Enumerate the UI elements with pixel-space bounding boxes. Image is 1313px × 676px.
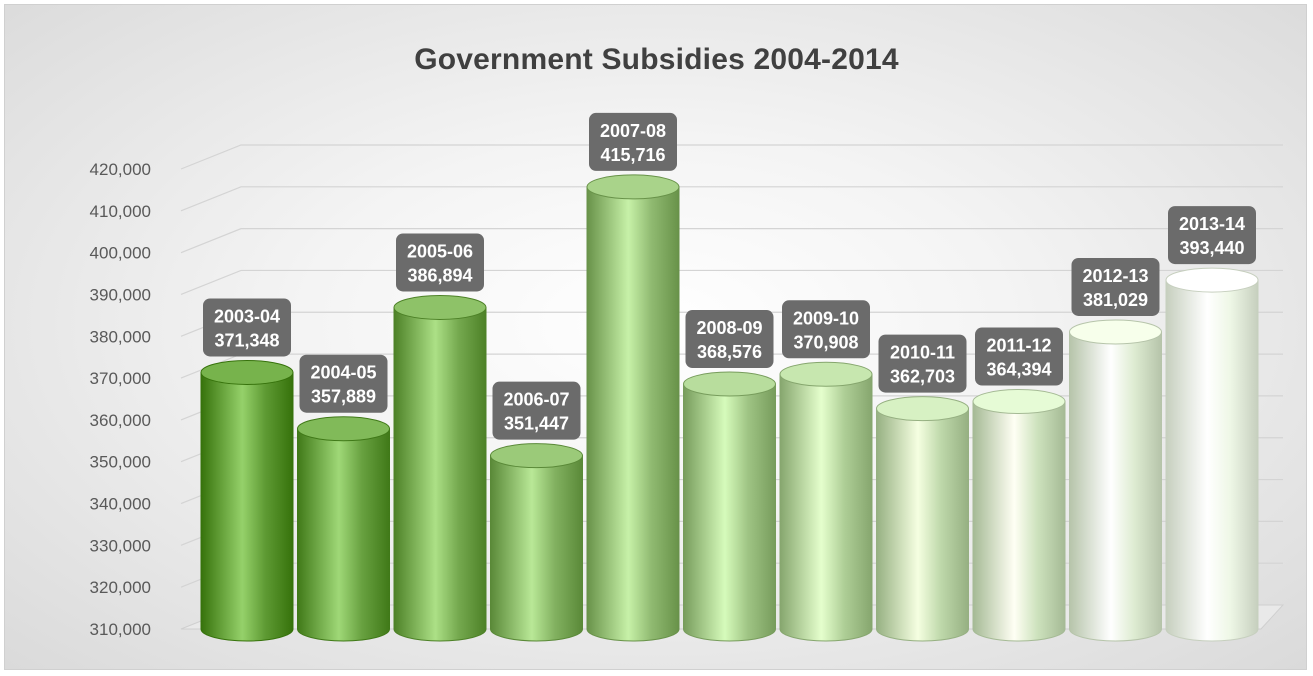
data-label-value: 386,894 (407, 265, 472, 285)
data-label: 2011-12 364,394 (975, 327, 1063, 386)
data-label: 2005-06 386,894 (396, 233, 484, 292)
bar (683, 371, 776, 642)
y-axis: 310,000 320,000 330,000 340,000 350,000 360,0… (90, 160, 151, 639)
data-label-category: 2010-11 (890, 343, 955, 363)
gridline (180, 228, 1283, 254)
y-tick-label: 340,000 (90, 495, 151, 514)
bar-body (683, 383, 776, 642)
data-label-value: 381,029 (1083, 290, 1148, 310)
data-label: 2003-04 371,348 (203, 298, 291, 357)
data-label-category: 2013-14 (1179, 214, 1245, 234)
data-label-category: 2007-08 (600, 121, 666, 141)
data-label-category: 2006-07 (503, 390, 569, 410)
data-label-value: 362,703 (890, 367, 955, 387)
bar (876, 396, 969, 642)
data-label-box (975, 327, 1063, 386)
bar (1069, 319, 1162, 642)
data-label-box (492, 381, 581, 440)
bar-body (1069, 331, 1162, 642)
data-label: 2008-09 368,576 (685, 310, 774, 369)
bar-top (586, 174, 680, 200)
bars (200, 174, 1259, 642)
bar-top (779, 361, 873, 387)
bar-body (200, 371, 294, 642)
data-label-box (878, 334, 967, 393)
data-label: 2013-14 393,440 (1168, 206, 1256, 265)
data-label-box (782, 300, 870, 359)
bar-top (683, 371, 776, 397)
bar (490, 443, 583, 642)
data-label-box (203, 298, 291, 357)
y-tick-label: 400,000 (90, 244, 151, 263)
bar-top (490, 443, 583, 469)
chart-title: Government Subsidies 2004-2014 (414, 43, 899, 76)
data-label-value: 370,908 (793, 332, 858, 352)
bar (779, 361, 873, 642)
data-label-category: 2011-12 (986, 336, 1051, 356)
data-label-box (589, 112, 677, 171)
data-label: 2006-07 351,447 (492, 381, 581, 440)
bar-body (876, 408, 969, 642)
data-label-value: 371,348 (214, 330, 279, 350)
bar-top (972, 389, 1066, 415)
data-label-category: 2004-05 (310, 363, 376, 383)
y-tick-label: 370,000 (90, 369, 151, 388)
data-label-box (1168, 206, 1256, 265)
bar (200, 359, 294, 642)
bar (297, 416, 390, 642)
bar (972, 389, 1066, 642)
gridline (180, 269, 1283, 296)
data-label-value: 368,576 (697, 342, 762, 362)
y-tick-label: 330,000 (90, 536, 151, 555)
bar-body (1165, 279, 1259, 642)
data-label-category: 2008-09 (696, 318, 762, 338)
chart-area: Government Subsidies 2004-2014 310,000 32… (4, 4, 1307, 670)
data-label-category: 2005-06 (407, 241, 473, 261)
chart-plot: 310,000 320,000 330,000 340,000 350,000 360,0… (90, 112, 1285, 642)
data-label-value: 351,447 (504, 414, 569, 434)
y-tick-label: 380,000 (90, 327, 151, 346)
bar-body (586, 186, 680, 642)
gridline (180, 144, 1283, 170)
bar (586, 174, 680, 642)
bar-body (393, 306, 487, 642)
data-label-value: 415,716 (600, 145, 665, 165)
data-label-box (396, 233, 484, 292)
bar (1165, 267, 1259, 642)
y-tick-label: 320,000 (90, 578, 151, 597)
y-tick-label: 310,000 (90, 620, 151, 639)
data-label-value: 393,440 (1179, 238, 1244, 258)
y-tick-label: 410,000 (90, 202, 151, 221)
bar-top (1165, 267, 1259, 293)
bar-top (200, 359, 294, 385)
data-label-category: 2009-10 (793, 308, 859, 328)
y-tick-label: 360,000 (90, 411, 151, 430)
bar-body (297, 428, 390, 642)
bar (393, 294, 487, 642)
gridline (180, 186, 1283, 212)
data-label-category: 2003-04 (214, 306, 280, 326)
data-label-value: 357,889 (311, 387, 376, 407)
data-label-box (1071, 257, 1160, 316)
bar-top (297, 416, 390, 442)
bar-top (1069, 319, 1162, 345)
bar-top (876, 396, 969, 422)
data-label: 2012-13 381,029 (1071, 257, 1160, 316)
data-label: 2010-11 362,703 (878, 334, 967, 393)
data-label-value: 364,394 (986, 360, 1051, 380)
bar-top (393, 294, 487, 320)
bar-body (972, 401, 1066, 642)
y-tick-label: 350,000 (90, 453, 151, 472)
data-labels: 2003-04 371,348 2004-05 357,889 2005-06 386,8… (203, 112, 1256, 440)
y-tick-label: 390,000 (90, 285, 151, 304)
data-label: 2004-05 357,889 (299, 354, 388, 413)
data-label: 2007-08 415,716 (589, 112, 677, 171)
data-label-category: 2012-13 (1082, 266, 1148, 286)
bar-body (490, 455, 583, 642)
data-label-box (685, 310, 774, 369)
data-label-box (299, 354, 388, 413)
bar-body (779, 373, 873, 642)
data-label: 2009-10 370,908 (782, 300, 870, 359)
y-tick-label: 420,000 (90, 160, 151, 179)
